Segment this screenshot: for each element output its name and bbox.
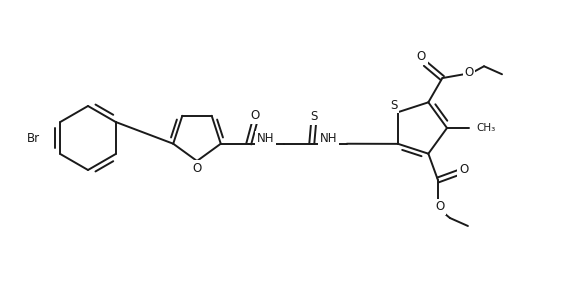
Text: O: O [251, 109, 260, 122]
Text: Br: Br [27, 132, 40, 144]
Text: S: S [390, 99, 398, 112]
Text: S: S [310, 110, 317, 123]
Text: O: O [465, 66, 474, 79]
Text: O: O [193, 162, 202, 174]
Text: O: O [417, 50, 426, 63]
Text: NH: NH [257, 132, 274, 145]
Text: O: O [459, 163, 468, 176]
Text: CH₃: CH₃ [476, 123, 495, 133]
Text: O: O [435, 200, 445, 213]
Text: NH: NH [320, 132, 337, 145]
